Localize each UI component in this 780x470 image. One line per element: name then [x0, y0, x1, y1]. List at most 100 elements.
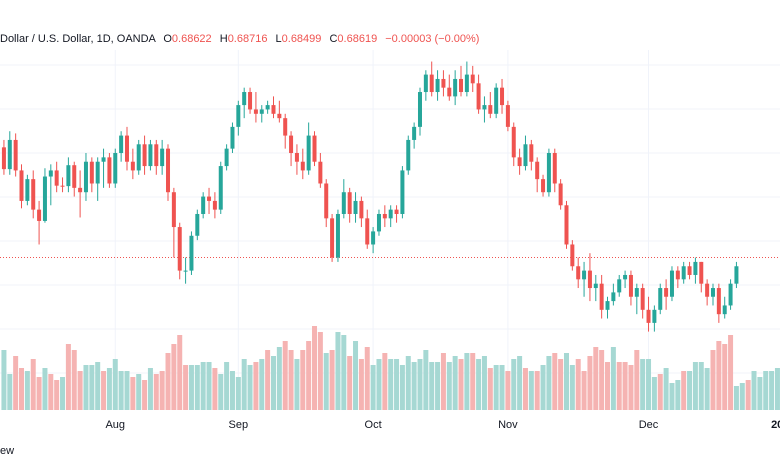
candle-body	[25, 179, 30, 201]
volume-bar	[657, 374, 663, 410]
candle	[552, 148, 557, 193]
candle-body	[89, 161, 94, 184]
change-value: −0.00003 (−0.00%)	[385, 33, 480, 45]
candle-body	[189, 235, 194, 271]
candle-body	[7, 139, 12, 170]
candle	[546, 148, 551, 197]
volume-bar	[446, 362, 452, 410]
candle	[283, 113, 288, 149]
volume-bar	[376, 359, 382, 410]
candle	[658, 283, 663, 315]
candle-body	[453, 78, 458, 97]
candle-body	[341, 192, 346, 214]
candle-body	[529, 144, 534, 162]
candle-body	[628, 274, 633, 297]
candle-body	[289, 135, 294, 154]
candle-body	[42, 176, 47, 221]
volume-bar	[218, 374, 224, 410]
volume-bar	[388, 359, 394, 410]
candle-body	[476, 83, 481, 110]
candle-body	[183, 270, 188, 272]
volume-bar	[19, 368, 25, 410]
volume-bar	[587, 356, 593, 410]
candle	[189, 231, 194, 275]
volume-bar	[171, 344, 177, 410]
volume-bar	[493, 365, 499, 410]
candle	[119, 131, 124, 162]
candle	[224, 144, 229, 171]
volume-bar	[317, 332, 323, 410]
candle	[517, 148, 522, 175]
candle	[593, 274, 598, 302]
candle	[705, 279, 710, 306]
candle-body	[710, 288, 715, 297]
volume-bar	[575, 359, 581, 410]
candle-body	[107, 157, 112, 184]
volume-bar	[335, 332, 341, 410]
candle	[365, 209, 370, 249]
x-axis: Aug Sep Oct Nov Dec 2022	[105, 419, 780, 431]
candle-body	[582, 270, 587, 280]
volume-bar	[681, 371, 687, 410]
volume-bars	[1, 326, 780, 410]
x-tick-label: Dec	[639, 419, 659, 431]
candle-body	[558, 183, 563, 206]
volume-bar	[481, 356, 487, 410]
candle	[447, 74, 452, 101]
volume-bar	[306, 341, 312, 410]
candle	[734, 261, 739, 289]
candle	[242, 87, 247, 119]
candle	[13, 133, 18, 177]
candle	[576, 257, 581, 289]
volume-bar	[605, 362, 611, 410]
candle-body	[541, 179, 546, 193]
candle	[160, 139, 165, 175]
volume-bar	[124, 371, 130, 410]
candle	[154, 139, 159, 175]
volume-bar	[270, 356, 276, 410]
volume-bar	[394, 359, 400, 410]
candle-body	[417, 92, 422, 127]
candle	[66, 157, 71, 193]
volume-bar	[505, 371, 511, 410]
candle-body	[634, 288, 639, 297]
volume-bar	[42, 368, 48, 410]
volume-bar	[616, 362, 622, 410]
candle-body	[230, 126, 235, 149]
candle-body	[154, 144, 159, 167]
candle-body	[652, 309, 657, 323]
volume-bar	[440, 353, 446, 410]
candle	[623, 270, 628, 289]
volume-bar	[640, 359, 646, 410]
candle-body	[195, 213, 200, 236]
candle	[505, 100, 510, 132]
volume-bar	[188, 365, 194, 410]
candle-body	[494, 87, 499, 114]
volume-bar	[411, 362, 417, 410]
volume-bar	[347, 356, 353, 410]
volume-bar	[745, 380, 751, 410]
volume-bar	[288, 350, 294, 410]
candle-body	[83, 161, 88, 193]
candle	[587, 253, 592, 302]
volume-bar	[470, 353, 476, 410]
candle-body	[54, 170, 59, 186]
x-tick-label: 2022	[771, 419, 780, 431]
candle-body	[617, 279, 622, 293]
candle-body	[564, 205, 569, 245]
candle	[248, 87, 253, 114]
volume-bar	[722, 344, 728, 410]
candle	[459, 65, 464, 97]
volume-bar	[71, 350, 77, 410]
candle-body	[330, 218, 335, 258]
volume-bar	[130, 377, 136, 410]
candle	[183, 257, 188, 284]
candle	[464, 61, 469, 97]
candle-body	[306, 135, 311, 171]
volume-bar	[60, 377, 66, 410]
volume-bar	[259, 359, 265, 410]
candle-body	[546, 153, 551, 193]
candle	[681, 261, 686, 284]
open-value: 0.68622	[171, 33, 212, 45]
